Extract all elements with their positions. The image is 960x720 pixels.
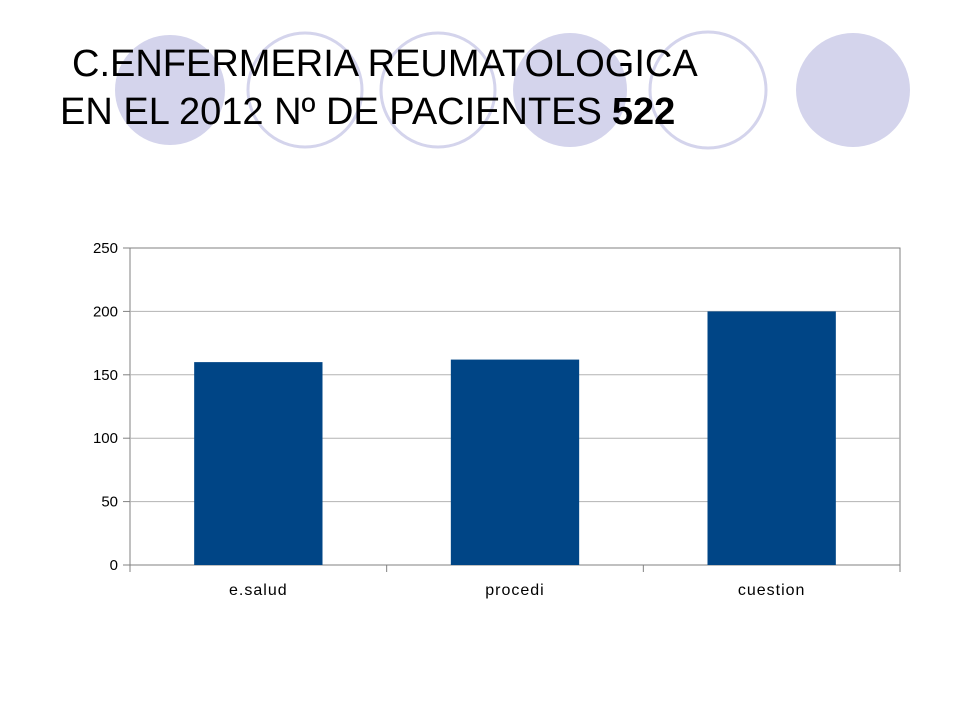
circle-decoration — [513, 33, 627, 147]
bar — [194, 362, 323, 565]
x-tick-label: cuestion — [738, 582, 806, 599]
y-tick-label: 0 — [110, 557, 118, 574]
bar — [707, 311, 836, 565]
y-tick-label: 50 — [101, 494, 118, 511]
circle-decoration — [246, 31, 364, 149]
y-tick-label: 250 — [93, 240, 118, 257]
x-tick-label: e.salud — [229, 582, 288, 599]
x-tick-label: procedi — [485, 582, 544, 599]
bar — [450, 359, 580, 565]
circle-decoration — [379, 31, 497, 149]
title-line-2-text: EN EL 2012 Nº DE PACIENTES — [60, 91, 602, 133]
y-tick-label: 100 — [93, 430, 118, 447]
circle-decoration — [115, 35, 225, 145]
circle-decoration — [648, 30, 768, 150]
title-line-2: EN EL 2012 Nº DE PACIENTES 522 — [40, 88, 820, 136]
circle-decoration-group — [115, 30, 910, 150]
y-tick-label: 150 — [93, 367, 118, 384]
patient-count: 522 — [611, 91, 676, 133]
y-tick-label: 200 — [93, 303, 118, 320]
slide-title: C.ENFERMERIA REUMATOLOGICA EN EL 2012 Nº… — [40, 40, 820, 136]
circle-decoration — [796, 33, 910, 147]
title-line-1: C.ENFERMERIA REUMATOLOGICA — [72, 43, 698, 85]
